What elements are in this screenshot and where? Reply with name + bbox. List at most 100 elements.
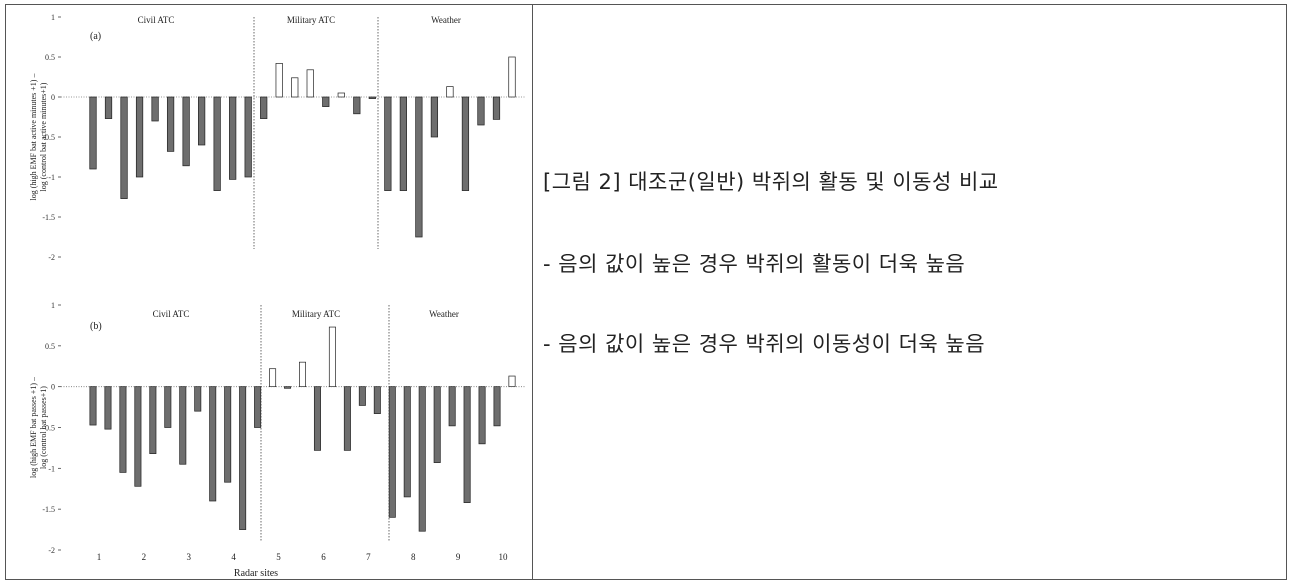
group-label: Civil ATC [138, 15, 175, 25]
y-tick-label: -0.5 [42, 133, 55, 142]
y-tick-label: 0 [51, 383, 55, 392]
y-tick-label: -1 [48, 173, 55, 182]
figure-caption: [그림 2] 대조군(일반) 박쥐의 활동 및 이동성 비교 [543, 170, 999, 194]
bar [260, 96, 268, 119]
bar [135, 96, 144, 178]
bar [209, 386, 217, 502]
bar [388, 386, 396, 518]
bar [493, 386, 501, 427]
bar [229, 96, 237, 180]
x-tick-label: 8 [411, 552, 416, 562]
x-tick-label: 2 [142, 552, 147, 562]
bar [322, 96, 330, 107]
y-tick-label: 0.5 [45, 53, 55, 62]
bar [337, 92, 345, 98]
group-label: Military ATC [287, 15, 335, 25]
bar [89, 386, 97, 426]
bar [284, 386, 292, 389]
y-axis-label: log (high EMF bat passes +1) – [29, 376, 38, 478]
bar [328, 326, 336, 388]
x-tick-label: 10 [499, 552, 509, 562]
bullet-item: - 음의 값이 높은 경우 박쥐의 활동이 더욱 높음 [543, 252, 966, 276]
bar [508, 56, 516, 98]
y-tick-label: -0.5 [42, 424, 55, 433]
bar [244, 96, 252, 178]
x-tick-label: 1 [97, 552, 102, 562]
bar [306, 69, 314, 98]
bar [119, 386, 127, 473]
x-tick-label: 3 [187, 552, 192, 562]
x-axis-label: Radar sites [234, 568, 278, 579]
bar [149, 386, 157, 454]
bar [275, 63, 283, 98]
y-tick-label: 0 [51, 93, 55, 102]
x-tick-label: 4 [231, 552, 236, 562]
x-tick-label: 5 [276, 552, 281, 562]
y-axis-label: log (control bat passes+1) [39, 386, 48, 469]
bar [373, 386, 381, 414]
bar [254, 386, 262, 428]
y-tick-label: -1 [48, 464, 55, 473]
bar [89, 96, 97, 170]
y-axis-label: log (control bat active minutes+1) [39, 82, 48, 191]
y-tick-label: -1.5 [42, 213, 55, 222]
bar [463, 386, 471, 503]
bar [415, 96, 423, 238]
bar [239, 386, 247, 530]
bar [269, 368, 277, 388]
bar [384, 96, 392, 191]
x-tick-label: 7 [366, 552, 371, 562]
bar [353, 96, 361, 115]
y-tick-label: -2 [48, 253, 55, 262]
bar [224, 386, 232, 483]
panel-label: (a) [90, 31, 101, 42]
x-tick-label: 9 [456, 552, 461, 562]
bar [182, 96, 190, 167]
bar [194, 386, 202, 412]
bar [508, 375, 516, 388]
y-tick-label: 0.5 [45, 342, 55, 351]
bar [291, 77, 299, 98]
caption-cell: [그림 2] 대조군(일반) 박쥐의 활동 및 이동성 비교 - 음의 값이 높… [533, 5, 1286, 579]
bar [179, 386, 187, 465]
bar [399, 96, 407, 191]
bar [492, 96, 501, 120]
bar [403, 386, 411, 498]
y-tick-label: -1.5 [42, 505, 55, 514]
bar [313, 386, 321, 451]
bar [461, 96, 470, 191]
bar [477, 96, 485, 126]
bar [433, 386, 441, 463]
group-label: Weather [431, 15, 461, 25]
panel-label: (b) [90, 321, 102, 332]
bar [343, 386, 351, 451]
bar [448, 386, 456, 427]
x-tick-label: 6 [321, 552, 326, 562]
bar [164, 386, 172, 428]
group-label: Weather [429, 309, 459, 319]
group-label: Military ATC [292, 309, 340, 319]
bar [299, 361, 306, 388]
bar [478, 386, 486, 445]
y-axis-label: log (high EMF bat active minutes +1) – [29, 73, 38, 201]
bar [198, 96, 206, 146]
bar [166, 96, 175, 152]
bar [430, 96, 439, 138]
bar [446, 86, 454, 98]
bar [120, 96, 128, 199]
bar [368, 96, 376, 99]
y-tick-label: 1 [51, 13, 55, 22]
bar [104, 386, 112, 430]
bar [213, 96, 221, 191]
figure-cell: 1 0.5 0 -0.5 -1 -1.5 -2 Civil ATC Military ATC We… [6, 5, 533, 579]
bar [418, 386, 426, 532]
bar [358, 386, 366, 406]
group-label: Civil ATC [153, 309, 190, 319]
bar [134, 386, 142, 487]
bar [104, 96, 113, 119]
y-tick-label: -2 [48, 546, 55, 555]
bar [151, 96, 159, 122]
bullet-item: - 음의 값이 높은 경우 박쥐의 이동성이 더욱 높음 [543, 332, 986, 356]
figure-svg: 1 0.5 0 -0.5 -1 -1.5 -2 Civil ATC Military ATC We… [29, 13, 526, 579]
y-tick-label: 1 [51, 301, 55, 310]
